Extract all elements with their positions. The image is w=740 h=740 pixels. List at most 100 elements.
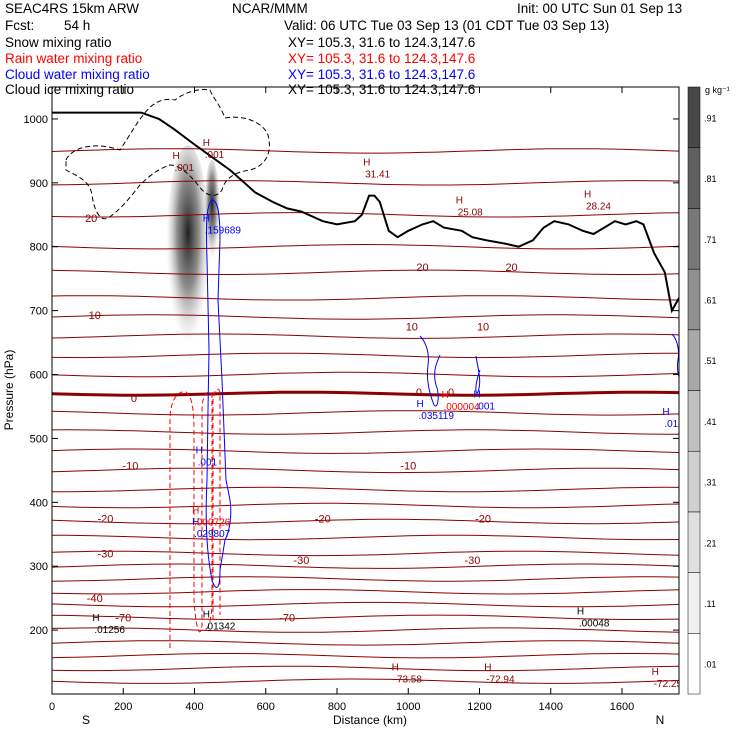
colorbar-label: .61 [704, 295, 717, 305]
y-tick-label: 200 [30, 625, 48, 637]
colorbar-segment [687, 390, 701, 452]
south-endpoint-label: S [82, 713, 90, 727]
extremum-value: .00048 [579, 619, 610, 630]
colorbar-label: .41 [704, 417, 717, 427]
y-tick-label: 300 [30, 561, 48, 573]
y-tick-label: 1000 [24, 114, 48, 126]
extremum-h-marker: H [192, 506, 199, 517]
extremum-value: .035119 [419, 411, 455, 422]
x-tick-label: 0 [49, 701, 55, 713]
isotherm-line [52, 295, 679, 301]
y-tick-label: 500 [30, 433, 48, 445]
cloud-water-contour-mid [419, 335, 481, 407]
colorbar-segment [687, 268, 701, 331]
isotherm-label: 20 [416, 262, 428, 274]
extremum-value: .001 [205, 150, 225, 161]
colorbar-segment [687, 208, 701, 270]
y-tick-label: 700 [30, 306, 48, 318]
isotherm-line [52, 243, 679, 250]
snow-shading-secondary [204, 160, 220, 270]
forecast-label: Fcst: [5, 18, 35, 33]
extremum-value: .029807 [194, 529, 231, 540]
extremum-h-marker: H [441, 390, 448, 401]
isotherm-line [52, 589, 679, 595]
colorbar: .01 .11 .21 .31 .41 .51 .61 .71 .81 .91 [687, 86, 717, 695]
extremum-value: -73.58 [394, 675, 423, 686]
colorbar-label: .21 [704, 538, 717, 548]
isotherm-line [52, 550, 679, 557]
field-name-rain: Rain water mixing ratio [5, 51, 143, 66]
isotherm-line [52, 502, 679, 509]
extremum-h-marker: H [652, 667, 659, 678]
isotherm-line [52, 601, 679, 608]
isotherm-lines: -70 -70 -40 -30 -30 -30 -20 -20 -20 -10 -10 0 0 0 10 10… [52, 148, 679, 684]
extremum-h-marker: H [92, 613, 99, 624]
isotherm-label: 10 [406, 322, 418, 334]
extremum-h-marker: H [363, 157, 370, 168]
isotherm-label: 0 [448, 387, 454, 399]
extrema-labels: H.01256H.01342H.00048H-73.58H-72.94H-72.… [92, 138, 689, 690]
isotherm-label: -30 [293, 555, 309, 567]
extremum-value: .159689 [205, 226, 242, 237]
colorbar-label: .51 [704, 356, 717, 366]
isotherm-label: -20 [97, 513, 113, 525]
north-endpoint-label: N [656, 713, 665, 727]
colorbar-segment [687, 86, 701, 148]
x-tick-label: 400 [185, 701, 203, 713]
isotherm-line [52, 410, 679, 416]
field-xy-snow: XY= 105.3, 31.6 to 124.3,147.6 [288, 35, 476, 50]
x-tick-label: 1400 [539, 701, 563, 713]
y-tick-label: 400 [30, 497, 48, 509]
extremum-h-marker: H [417, 399, 424, 410]
isotherm-label: -70 [279, 612, 295, 624]
colorbar-segment [687, 450, 701, 513]
colorbar-segment [687, 329, 701, 391]
extremum-value: 31.41 [365, 169, 390, 180]
isotherm-label: 0 [416, 387, 422, 399]
init-time: Init: 00 UTC Sun 01 Sep 13 [517, 1, 683, 16]
extremum-value: .001 [198, 458, 218, 469]
extremum-h-marker: H [203, 610, 210, 621]
isotherm-label: -30 [97, 548, 113, 560]
snow-shading-core [166, 145, 210, 365]
field-name-cloud-water: Cloud water mixing ratio [5, 67, 150, 82]
terrain-surface-line [52, 111, 679, 314]
x-axis-label: Distance (km) [333, 713, 407, 727]
extremum-value: .001 [174, 163, 194, 174]
isotherm-line [52, 563, 679, 569]
cloud-water-contour-main [205, 199, 232, 588]
model-name: SEAC4RS 15km ARW [5, 1, 140, 16]
plot-frame [51, 86, 680, 695]
extremum-h-marker: H [392, 663, 399, 674]
extremum-value: .000004 [443, 402, 480, 413]
extremum-value: 25.08 [458, 208, 483, 219]
isotherm-line [52, 352, 679, 359]
org-name: NCAR/MMM [232, 1, 308, 16]
colorbar-label: .71 [704, 235, 717, 245]
colorbar-segment [687, 633, 701, 695]
colorbar-label: .31 [704, 478, 717, 488]
forecast-hours: 54 h [64, 18, 91, 33]
field-xy-cloud-ice: XY= 105.3, 31.6 to 124.3,147.6 [288, 82, 476, 97]
y-tick-label: 600 [30, 370, 48, 382]
isotherm-line [52, 180, 679, 186]
isotherm-line [52, 429, 679, 435]
extremum-value: -72.94 [486, 675, 515, 686]
x-axis: 0 200 400 600 800 1000 1200 1400 1600 [49, 87, 634, 713]
isotherm-label: 10 [477, 322, 489, 334]
cloud-water-contour-east [671, 333, 679, 379]
field-name-snow: Snow mixing ratio [5, 35, 112, 50]
x-tick-label: 1200 [467, 701, 491, 713]
isotherm-line [52, 534, 679, 541]
extremum-value: .0116 [664, 419, 689, 430]
field-name-cloud-ice: Cloud ice mixing ratio [5, 82, 135, 97]
colorbar-unit: g kg⁻¹ [705, 85, 730, 95]
isotherm-label: -20 [315, 513, 331, 525]
extremum-value: .000726 [194, 518, 231, 529]
isotherm-label: -30 [464, 555, 480, 567]
extremum-value: .01342 [205, 622, 236, 633]
extremum-h-marker: H [203, 214, 210, 225]
extremum-h-marker: H [662, 407, 669, 418]
isotherm-label: -40 [87, 593, 103, 605]
